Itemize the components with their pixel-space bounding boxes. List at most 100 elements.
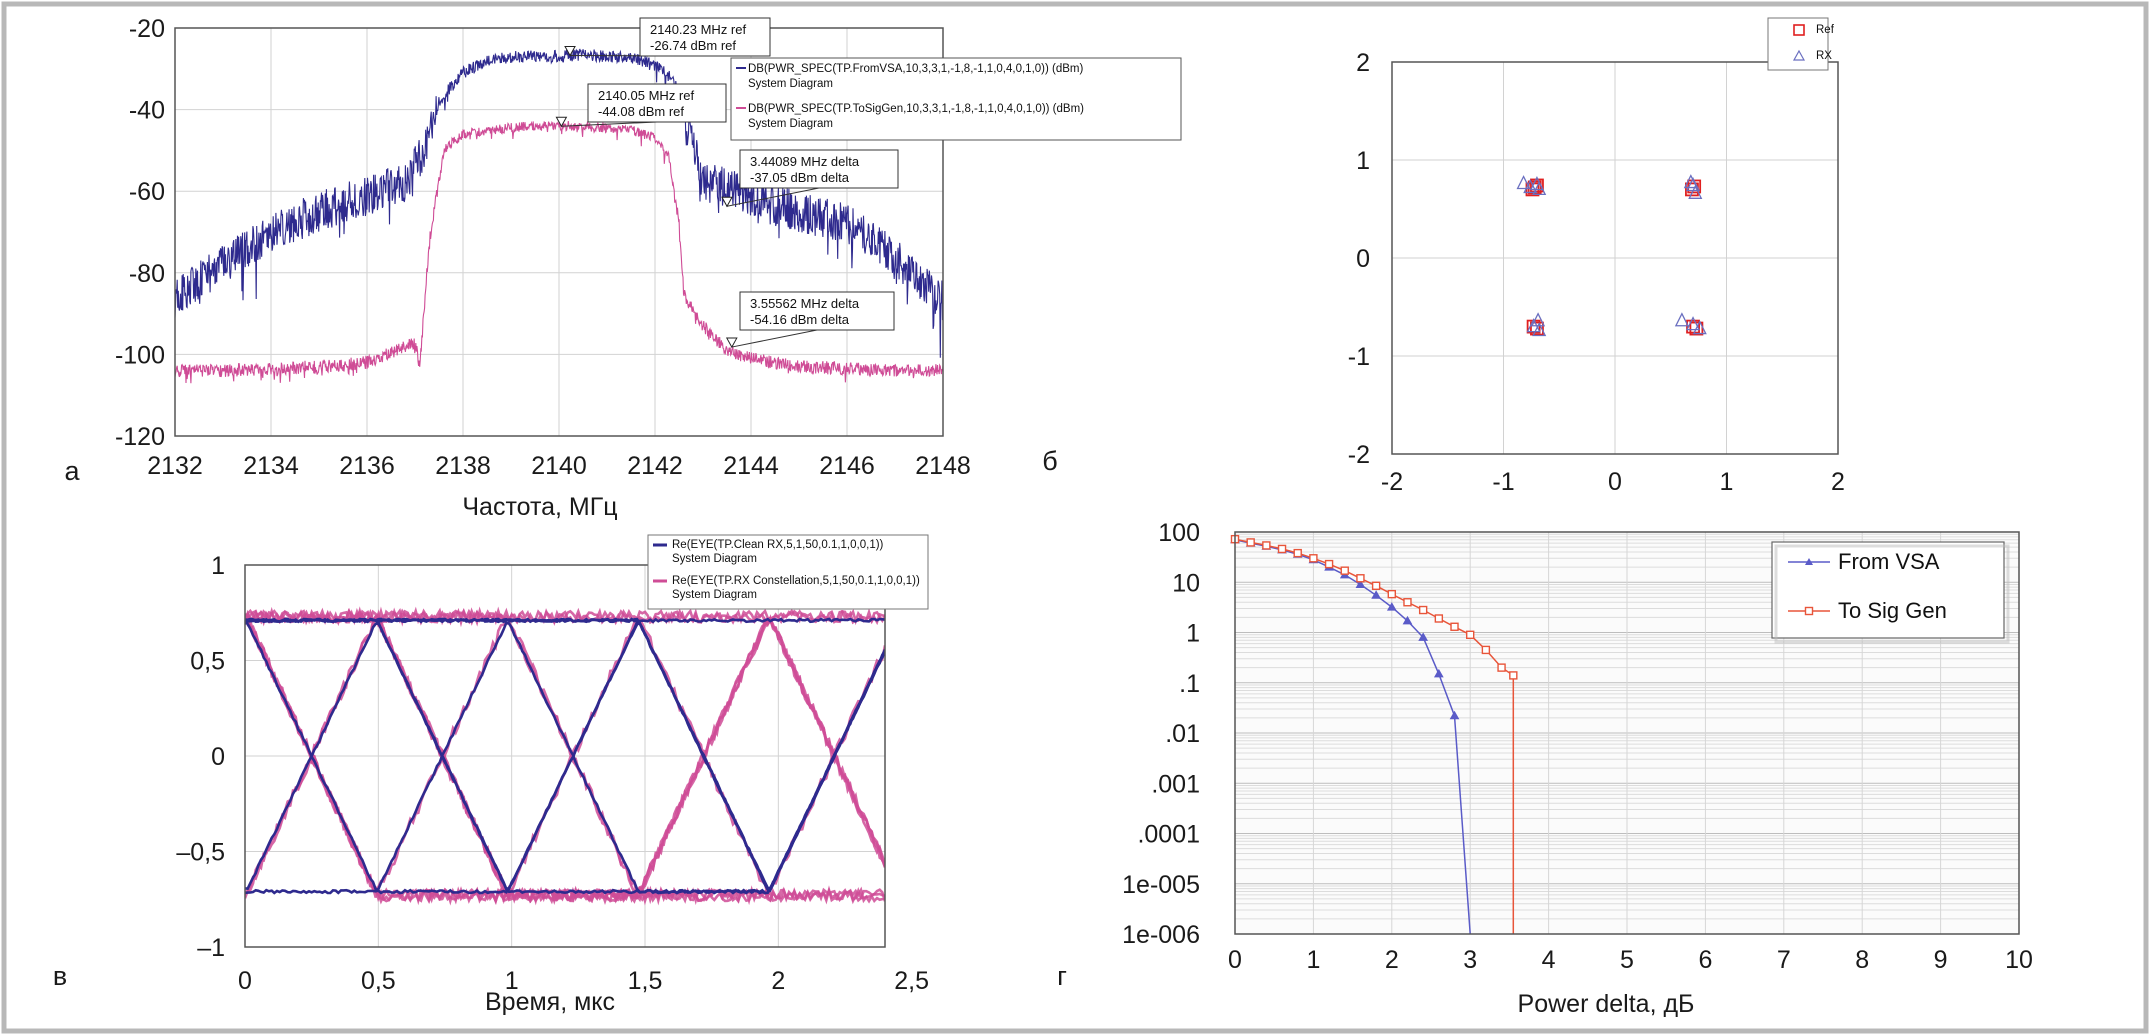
ccdf-x-tick: 1 — [1306, 946, 1320, 974]
ccdf-siggen-point — [1450, 622, 1459, 631]
constellation-y-tick: 1 — [1356, 147, 1370, 175]
eye-legend-name: Re(EYE(TP.Clean RX,5,1,50,0.1,1,0,0,1)) — [672, 539, 884, 551]
ccdf-x-label: Power delta, дБ — [1518, 990, 1695, 1018]
constellation-chart: -2 -1 0 1 2 2 1 0 -1 -2 Ref RX б — [1042, 17, 1845, 496]
ccdf-siggen-point — [1481, 645, 1491, 655]
spectrum-y-tick: -60 — [129, 178, 165, 206]
eye-y-tick: 0 — [211, 743, 225, 771]
constellation-x-tick: -1 — [1492, 468, 1514, 496]
spectrum-x-tick: 2134 — [243, 452, 299, 480]
ccdf-x-tick: 7 — [1777, 946, 1791, 974]
eye-y-tick: –1 — [197, 934, 225, 962]
ccdf-legend-box — [1771, 541, 2005, 639]
eye-x-label: Время, мкс — [485, 988, 615, 1016]
eye-trace — [245, 606, 885, 906]
ccdf-x-tick: 10 — [2005, 946, 2033, 974]
constellation-rx-point — [1688, 184, 1703, 199]
constellation-ref-point — [1530, 178, 1544, 193]
eye-y-tick: 1 — [211, 552, 225, 580]
eye-diagram-chart: 0 0,5 1 1,5 2 2,5 1 0,5 0 –0,5 –1 Re(EYE(TP.Clean … — [53, 534, 929, 1016]
spectrum-x-tick: 2136 — [339, 452, 395, 480]
ccdf-siggen-point — [1497, 663, 1506, 672]
spectrum-legend-name: DB(PWR_SPEC(TP.FromVSA,10,3,3,1,-1,8,-1,… — [748, 63, 1083, 75]
ccdf-siggen-point — [1418, 605, 1428, 615]
eye-x-tick: 1,5 — [628, 967, 663, 995]
constellation-rx-point — [1532, 322, 1547, 337]
eye-y-tick: 0,5 — [190, 648, 225, 676]
panel-label-v: в — [53, 961, 67, 991]
ccdf-y-tick: 1e-006 — [1122, 921, 1200, 949]
ccdf-siggen-point — [1309, 554, 1318, 563]
ccdf-x-tick: 6 — [1698, 946, 1712, 974]
ccdf-siggen-point — [1277, 544, 1287, 554]
ccdf-y-tick: 1 — [1186, 620, 1200, 648]
constellation-rx-point — [1516, 175, 1531, 190]
eye-x-tick: 0,5 — [361, 967, 396, 995]
annotation-box-1 — [587, 83, 727, 123]
ccdf-x-tick: 2 — [1385, 946, 1399, 974]
eye-x-tick: 2 — [771, 967, 785, 995]
ccdf-y-tick: 1e-005 — [1122, 871, 1200, 899]
spectrum-legend-subtitle: System Diagram — [748, 118, 833, 130]
spectrum-x-label: Частота, МГц — [462, 493, 617, 521]
ccdf-siggen-point — [1356, 574, 1365, 583]
ccdf-vsa-point — [1355, 579, 1366, 589]
annotation-line2-2: -37.05 dBm delta — [750, 170, 850, 185]
ccdf-x-tick: 3 — [1463, 946, 1477, 974]
ccdf-siggen-point — [1371, 581, 1381, 590]
eye-legend-name: Re(EYE(TP.RX Constellation,5,1,50,0.1,1,… — [672, 575, 920, 587]
marker-leader-2 — [726, 187, 820, 207]
eye-legend-subtitle: System Diagram — [672, 589, 757, 601]
eye-legend-box — [647, 534, 929, 610]
annotation-box-3 — [739, 291, 895, 331]
spectrum-legend-box — [730, 57, 1182, 141]
panel-label-g: г — [1057, 961, 1067, 991]
ccdf-vsa-point — [1449, 710, 1460, 720]
marker-triangle-1 — [555, 116, 568, 128]
constellation-legend-ref: Ref — [1816, 24, 1835, 36]
ccdf-y-tick: .001 — [1151, 770, 1200, 798]
constellation-rx-point — [1683, 174, 1698, 189]
ccdf-siggen-point — [1387, 589, 1397, 599]
constellation-rx-point — [1692, 320, 1707, 335]
ccdf-legend-shadow — [1774, 544, 2010, 644]
annotation-line2-0: -26.74 dBm ref — [650, 38, 736, 53]
eye-legend-subtitle: System Diagram — [672, 553, 757, 565]
marker-leader-3 — [731, 329, 818, 348]
eye-y-tick: –0,5 — [176, 839, 225, 867]
spectrum-x-tick: 2132 — [147, 452, 203, 480]
eye-trace — [245, 606, 885, 894]
annotation-line1-3: 3.55562 MHz delta — [750, 296, 860, 311]
panel-label-b: б — [1042, 446, 1057, 476]
spectrum-x-tick: 2142 — [627, 452, 683, 480]
constellation-y-tick: -2 — [1348, 441, 1370, 469]
constellation-legend-rx-swatch — [1792, 49, 1806, 61]
constellation-rx-point — [1685, 316, 1701, 331]
spectrum-legend-subtitle: System Diagram — [748, 78, 833, 90]
spectrum-chart: 2132 2134 2136 2138 2140 2142 2144 2146 2148 -20 -… — [64, 15, 1182, 521]
annotation-line2-3: -54.16 dBm delta — [750, 312, 850, 327]
ccdf-siggen-point — [1403, 598, 1412, 607]
spectrum-x-tick: 2138 — [435, 452, 491, 480]
marker-triangle-2 — [721, 196, 733, 208]
constellation-legend-ref-swatch — [1793, 24, 1805, 36]
constellation-legend-box — [1767, 17, 1829, 71]
ccdf-x-tick: 0 — [1228, 946, 1242, 974]
ccdf-vsa-point — [1402, 615, 1413, 625]
annotation-line1-0: 2140.23 MHz ref — [650, 22, 746, 37]
ccdf-vsa-point — [1433, 668, 1444, 678]
ccdf-siggen-point — [1262, 541, 1271, 550]
eye-x-tick: 1 — [505, 967, 519, 995]
ccdf-y-tick: .01 — [1165, 720, 1200, 748]
ccdf-x-tick: 9 — [1934, 946, 1948, 974]
ccdf-siggen-point — [1434, 614, 1444, 623]
ccdf-series-0 — [1234, 539, 1471, 935]
constellation-ref-point — [1689, 321, 1704, 336]
spectrum-series-0 — [174, 48, 944, 358]
constellation-x-tick: -2 — [1381, 468, 1403, 496]
spectrum-series-1 — [174, 120, 944, 384]
ccdf-vsa-point — [1418, 632, 1429, 641]
ccdf-x-tick: 5 — [1620, 946, 1634, 974]
spectrum-legend-name: DB(PWR_SPEC(TP.ToSigGen,10,3,3,1,-1,8,-1… — [748, 103, 1084, 115]
